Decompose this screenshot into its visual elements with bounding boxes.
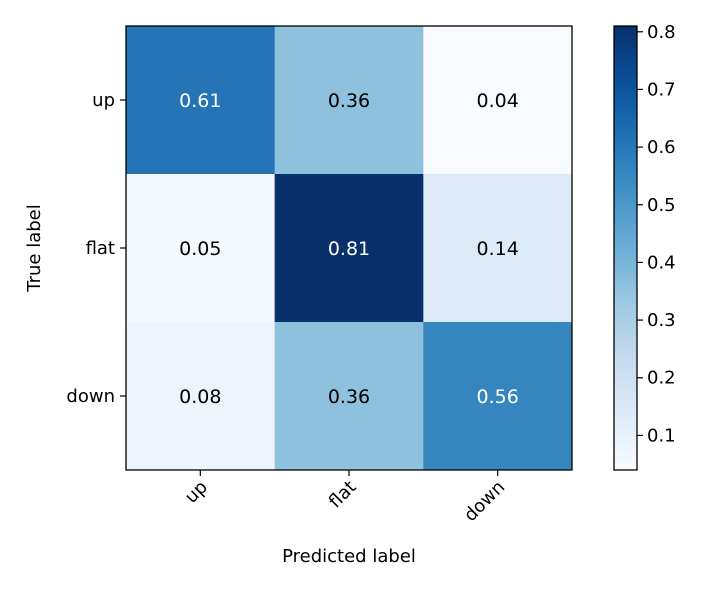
y-tick-label: down [66,386,115,407]
heatmap-cell [126,322,276,471]
y-axis-ticks: up flat down [66,90,126,407]
colorbar-tick-label: 0.4 [647,252,676,273]
y-tick-label: up [92,90,115,111]
heatmap-cells [126,26,573,471]
cell-value-label: 0.81 [328,238,370,260]
cell-value-label: 0.04 [477,90,519,112]
colorbar-ticks: 0.1 0.2 0.3 0.4 0.5 0.6 0.7 0.8 [637,22,676,446]
heatmap-cell [274,26,424,175]
x-tick-label: flat [325,477,361,513]
colorbar-tick-label: 0.2 [647,368,676,389]
cell-value-label: 0.36 [328,90,370,112]
colorbar-tick-label: 0.6 [647,137,676,158]
cell-value-label: 0.08 [179,386,221,408]
x-axis-ticks: up flat down [181,470,509,526]
colorbar-tick-label: 0.8 [647,22,676,43]
colorbar-tick-label: 0.1 [647,425,676,446]
x-tick-label: down [460,477,509,526]
colorbar [613,25,638,471]
heatmap-cell [126,174,276,323]
heatmap-cell [274,174,424,323]
cell-value-label: 0.36 [328,386,370,408]
x-axis-label: Predicted label [282,546,416,567]
cell-value-label: 0.56 [477,386,519,408]
heatmap-cell [126,26,276,175]
colorbar-tick-label: 0.5 [647,195,676,216]
y-axis-label: True label [24,204,45,293]
heatmap-cell [274,322,424,471]
cell-value-label: 0.61 [179,90,221,112]
heatmap-cell [423,26,573,175]
cell-value-label: 0.14 [477,238,519,260]
y-tick-label: flat [86,238,115,259]
x-tick-label: up [181,477,212,508]
heatmap-cell [423,322,573,471]
colorbar-tick-label: 0.3 [647,310,676,331]
heatmap-cell-labels: 0.61 0.36 0.04 0.05 0.81 0.14 0.08 0.36 0.56 [179,90,519,408]
cell-value-label: 0.05 [179,238,221,260]
colorbar-tick-label: 0.7 [647,79,676,100]
heatmap-cell [423,174,573,323]
